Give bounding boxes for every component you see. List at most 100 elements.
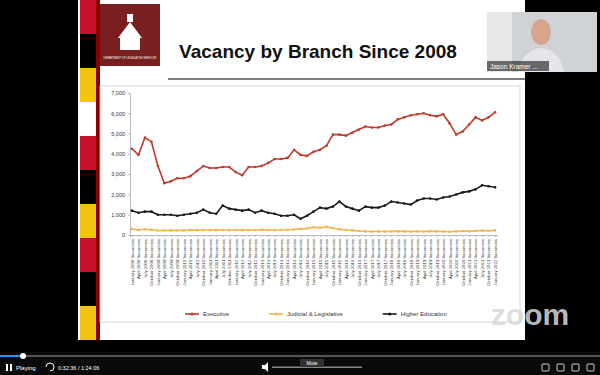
x-tick-mark xyxy=(365,235,366,237)
legend-swatch xyxy=(269,313,283,315)
x-tick-mark xyxy=(489,235,490,237)
series-marker xyxy=(416,199,419,202)
y-tick-label: 1,000 xyxy=(111,212,125,218)
x-tick-mark xyxy=(223,235,224,237)
x-tick-label: January 2022 Vacancies xyxy=(493,239,498,286)
x-tick-mark xyxy=(398,235,399,237)
progress-handle[interactable] xyxy=(20,353,26,359)
series-marker xyxy=(306,155,309,158)
pause-bar[interactable] xyxy=(10,364,12,371)
x-tick-label: July 2009 Vacancies xyxy=(169,239,174,278)
series-marker xyxy=(150,210,153,213)
series-line xyxy=(132,185,495,218)
slide: DEPARTMENT OF LEGISLATIVE SERVICESVacanc… xyxy=(78,0,525,340)
player-control[interactable] xyxy=(557,364,564,371)
rewind-button[interactable] xyxy=(46,363,54,371)
x-tick: October 2013 Vacancies xyxy=(279,235,284,286)
series-marker xyxy=(299,154,302,157)
x-tick: October 2008 Vacancies xyxy=(149,235,154,286)
x-tick: April 2015 Vacancies xyxy=(318,235,323,279)
x-tick-mark xyxy=(229,235,230,237)
x-tick: July 2016 Vacancies xyxy=(350,235,355,278)
y-tick: 1,000 xyxy=(111,212,130,218)
x-tick-label: October 2019 Vacancies xyxy=(435,239,440,286)
series-marker xyxy=(202,208,205,211)
y-tick-mark xyxy=(128,93,130,94)
series-marker xyxy=(221,229,224,232)
logo-text: DEPARTMENT OF LEGISLATIVE SERVICES xyxy=(104,56,157,60)
legend-marker xyxy=(191,313,194,316)
series-marker xyxy=(325,207,328,210)
x-tick: October 2014 Vacancies xyxy=(305,235,310,286)
volume-icon[interactable] xyxy=(262,362,268,372)
x-tick-label: July 2008 Vacancies xyxy=(143,239,148,278)
series-marker xyxy=(208,167,211,170)
x-tick-label: April 2013 Vacancies xyxy=(266,239,271,279)
logo-background xyxy=(100,4,160,66)
series-marker xyxy=(131,228,134,231)
legend-swatch xyxy=(383,313,397,315)
player-control[interactable] xyxy=(542,364,549,371)
legend-swatch xyxy=(185,313,199,315)
webcam: Jason Kramer ... xyxy=(487,12,597,72)
series-marker xyxy=(221,166,224,169)
flag-stripe xyxy=(80,0,100,340)
x-tick: July 2012 Vacancies xyxy=(247,235,252,278)
x-tick-mark xyxy=(352,235,353,237)
x-tick: July 2009 Vacancies xyxy=(169,235,174,278)
x-tick: April 2014 Vacancies xyxy=(292,235,297,279)
x-tick: April 2018 Vacancies xyxy=(396,235,401,279)
x-tick-label: April 2021 Vacancies xyxy=(473,239,478,279)
series-marker xyxy=(234,208,237,211)
series-marker xyxy=(338,228,341,231)
brand-watermark: zoom xyxy=(491,298,569,331)
series-marker xyxy=(189,212,192,215)
flag-segment xyxy=(80,238,96,272)
logo-building xyxy=(120,38,140,50)
series-marker xyxy=(364,205,367,208)
series-marker xyxy=(442,113,445,116)
series-marker xyxy=(234,171,237,174)
series-marker xyxy=(461,130,464,133)
series-marker xyxy=(345,205,348,208)
series-marker xyxy=(319,206,322,209)
series-marker xyxy=(137,154,140,157)
x-tick: October 2015 Vacancies xyxy=(331,235,336,286)
x-tick-mark xyxy=(430,235,431,237)
x-tick-label: July 2020 Vacancies xyxy=(454,239,459,278)
x-tick: October 2017 Vacancies xyxy=(383,235,388,286)
x-tick-mark xyxy=(314,235,315,237)
x-tick-label: January 2015 Vacancies xyxy=(311,239,316,286)
series-marker xyxy=(144,228,147,231)
series-marker xyxy=(351,229,354,232)
series-marker xyxy=(377,126,380,129)
series-marker xyxy=(183,213,186,216)
x-tick-label: April 2008 Vacancies xyxy=(136,239,141,279)
series xyxy=(131,226,497,233)
series-marker xyxy=(299,228,302,231)
x-tick-mark xyxy=(307,235,308,237)
series-marker xyxy=(332,227,335,230)
series-marker xyxy=(409,230,412,233)
series-marker xyxy=(176,229,179,232)
x-tick-label: January 2009 Vacancies xyxy=(156,239,161,286)
series-marker xyxy=(150,140,153,143)
x-tick-mark xyxy=(443,235,444,237)
player-control[interactable] xyxy=(572,364,579,371)
pause-bar[interactable] xyxy=(6,364,8,371)
series-marker xyxy=(195,170,198,173)
x-tick-label: October 2009 Vacancies xyxy=(175,239,180,286)
x-tick-mark xyxy=(495,235,496,237)
series-marker xyxy=(442,230,445,233)
series-marker xyxy=(487,116,490,119)
player-control[interactable] xyxy=(587,364,594,371)
series-marker xyxy=(474,116,477,119)
series-marker xyxy=(371,206,374,209)
title-rule xyxy=(168,78,525,80)
x-tick-mark xyxy=(372,235,373,237)
series-marker xyxy=(293,213,296,216)
x-tick-mark xyxy=(476,235,477,237)
series-marker xyxy=(254,166,257,169)
series-marker xyxy=(137,211,140,214)
series-marker xyxy=(273,229,276,232)
